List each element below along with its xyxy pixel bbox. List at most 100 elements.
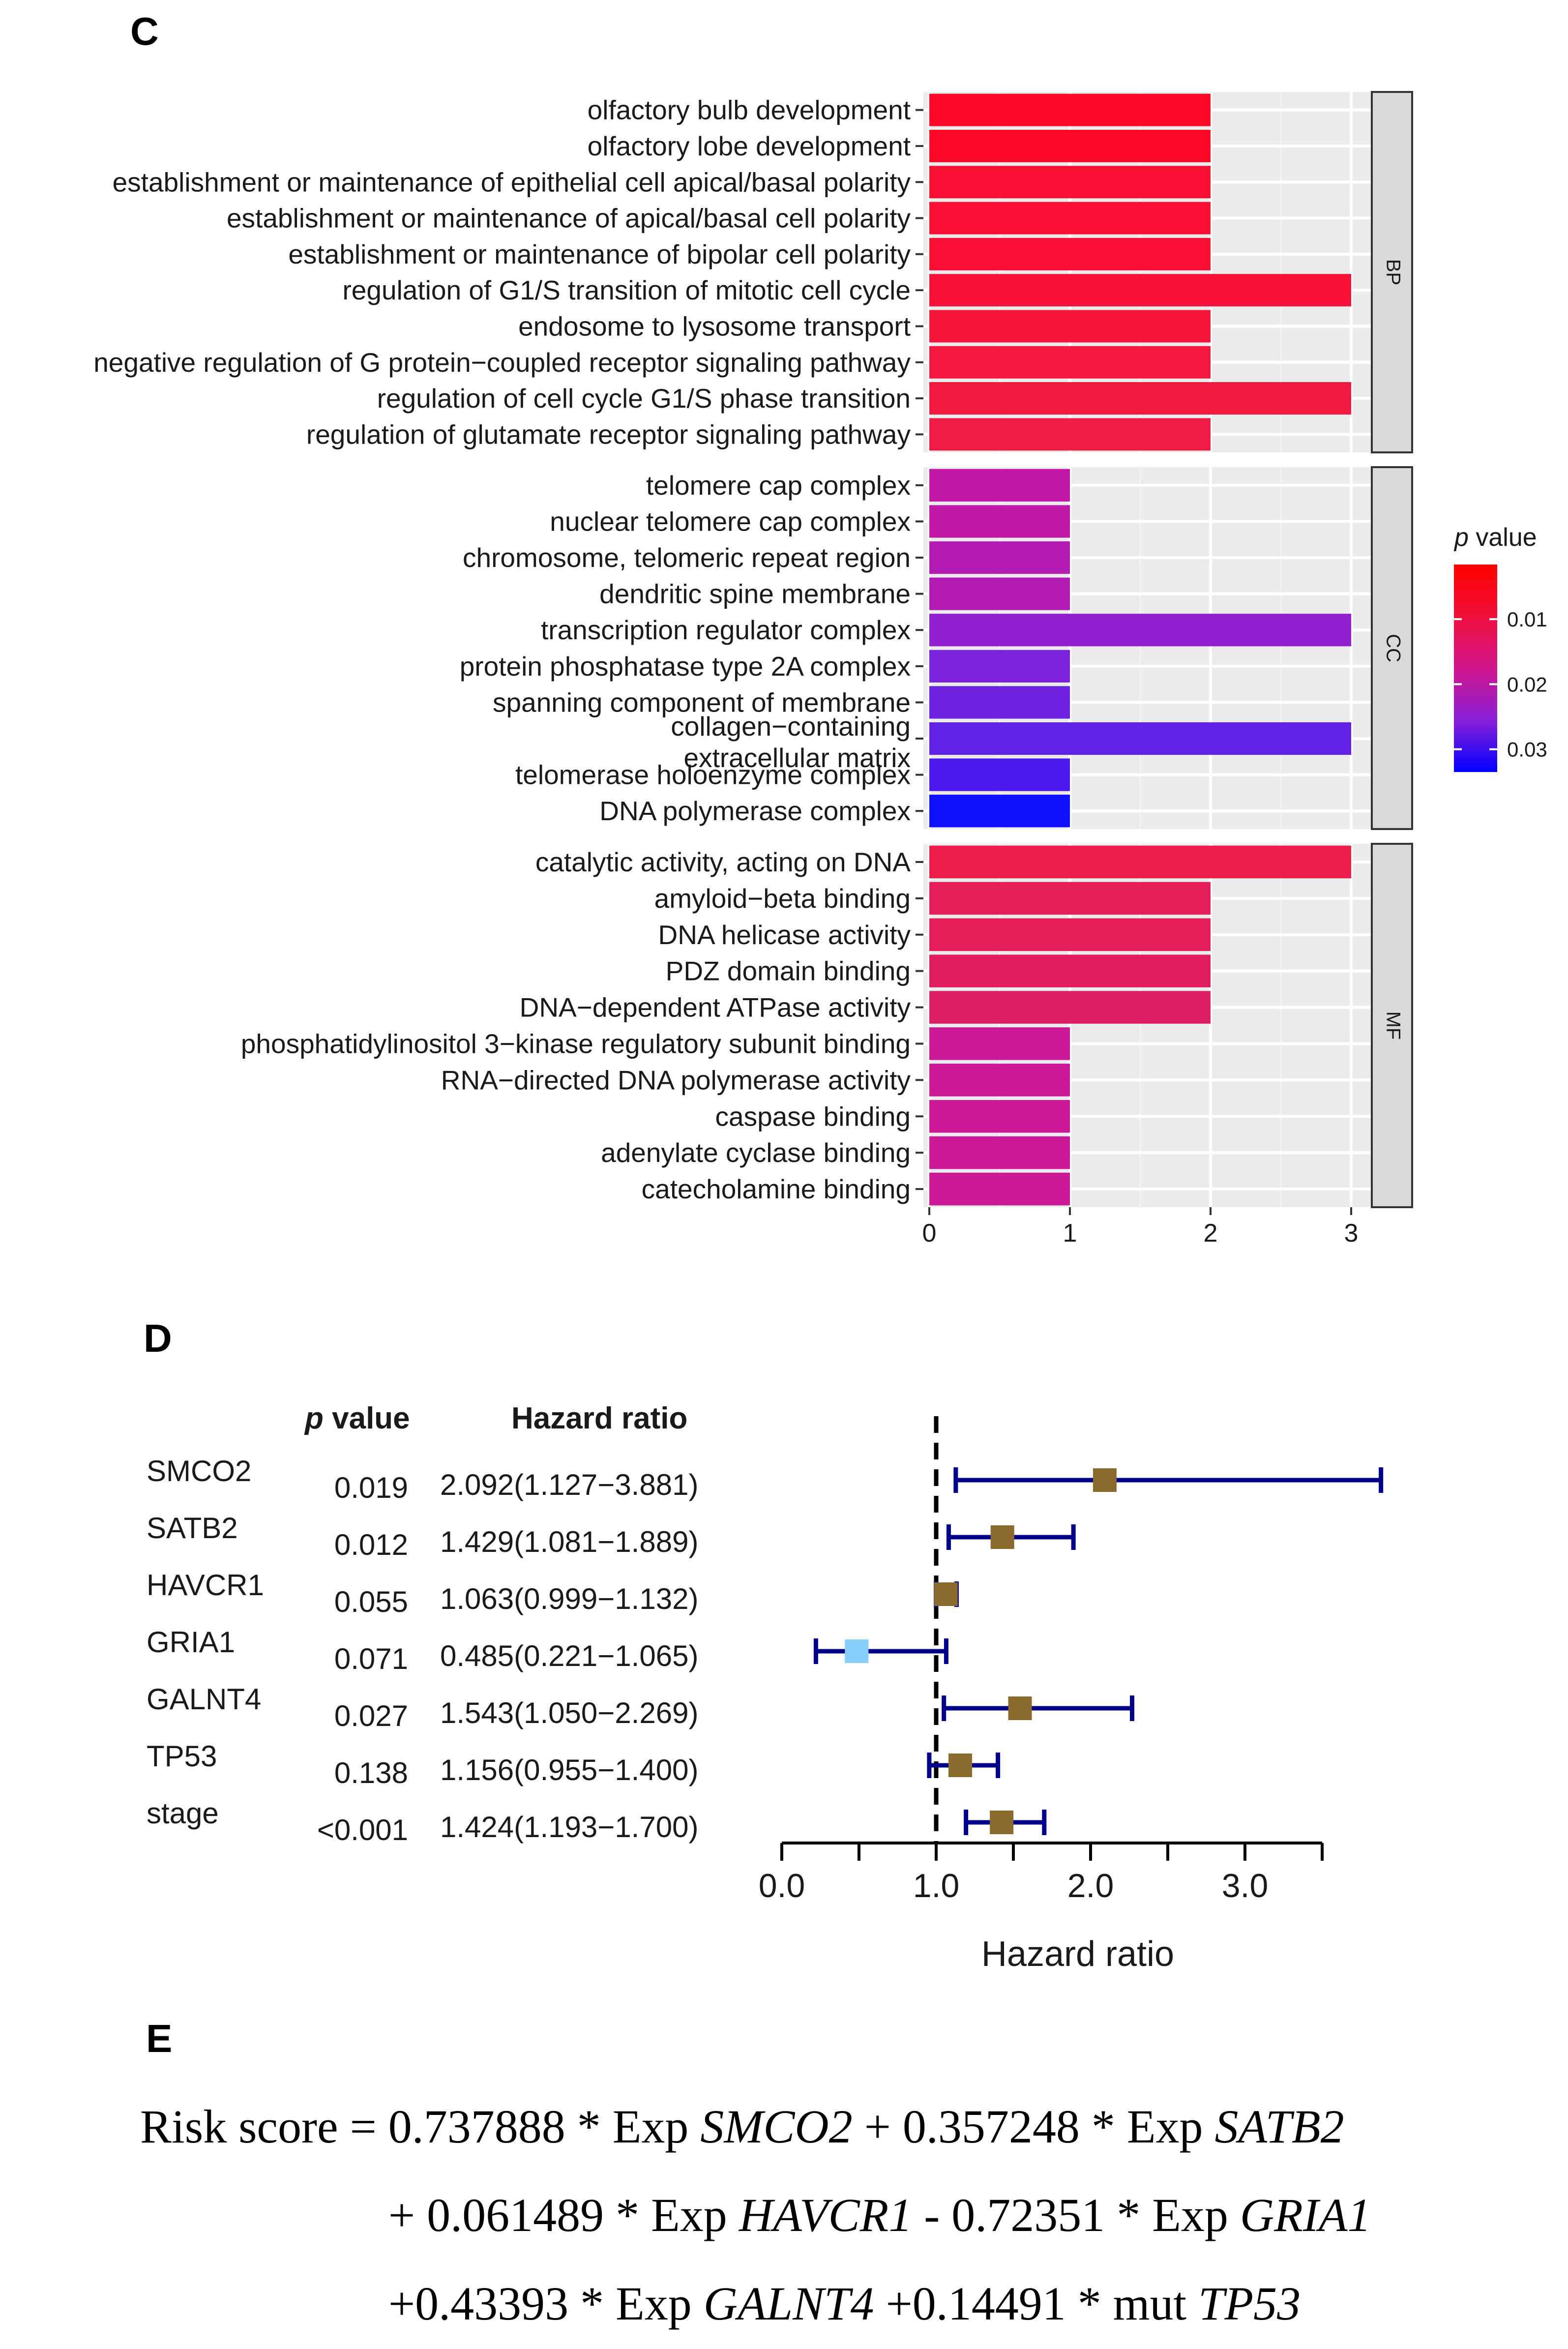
bar (929, 166, 1211, 199)
hazard-ratio-point (1093, 1468, 1117, 1492)
gene-tp53: TP53 (1198, 2277, 1301, 2330)
legend-tick-label: 0.02 (1507, 673, 1547, 696)
term-label: amyloid−beta binding (654, 883, 911, 914)
legend-title-rest: value (1469, 523, 1537, 552)
p-value-cell: 0.071 (334, 1642, 408, 1675)
panel-label-d: D (144, 1316, 172, 1360)
term-label: DNA polymerase complex (599, 796, 911, 826)
panel-label-e: E (146, 2017, 173, 2060)
variable-label: stage (147, 1797, 219, 1830)
term-label: phosphatidylinositol 3−kinase regulatory… (241, 1028, 911, 1059)
bar (929, 382, 1351, 415)
header-p-rest: value (324, 1401, 410, 1435)
x-tick-label: 3 (1344, 1219, 1359, 1248)
x-tick-label: 1 (1063, 1219, 1077, 1248)
formula-lead: Risk score = 0.737888 * Exp (140, 2100, 701, 2153)
term-label-line: collagen−containing (671, 711, 911, 742)
facet-strip (1371, 466, 1413, 830)
variable-label: HAVCR1 (147, 1569, 264, 1602)
bar (929, 1064, 1070, 1097)
term-label: regulation of glutamate receptor signali… (306, 419, 911, 449)
gene-gria1: GRIA1 (1240, 2189, 1371, 2241)
bar (929, 614, 1351, 647)
hazard-ratio-cell: 1.543(1.050−2.269) (440, 1696, 698, 1729)
bar (929, 686, 1070, 719)
bar (929, 505, 1070, 538)
bar (929, 310, 1211, 343)
bar (929, 795, 1070, 828)
header-hazard-ratio: Hazard ratio (511, 1401, 687, 1435)
x-tick-label: 2 (1204, 1219, 1218, 1248)
formula-term-2: + 0.061489 * Exp (388, 2189, 739, 2241)
facet-strip-label: BP (1382, 259, 1404, 285)
bar (929, 650, 1070, 683)
term-label: DNA−dependent ATPase activity (520, 992, 911, 1023)
term-label-line: extracellular matrix (683, 743, 911, 773)
bar (929, 722, 1351, 755)
hazard-ratio-cell: 2.092(1.127−3.881) (440, 1468, 698, 1501)
variable-label: SMCO2 (147, 1455, 251, 1487)
hazard-ratio-point (1008, 1696, 1032, 1720)
p-value-cell: 0.027 (334, 1699, 408, 1732)
term-label: establishment or maintenance of bipolar … (288, 239, 911, 269)
term-label: PDZ domain binding (666, 956, 911, 986)
bar (929, 954, 1211, 987)
term-label: dendritic spine membrane (599, 579, 911, 609)
term-label: DNA helicase activity (658, 920, 911, 950)
p-value-cell: <0.001 (317, 1814, 408, 1846)
hazard-ratio-point (948, 1754, 972, 1777)
variable-label: GRIA1 (147, 1626, 235, 1659)
term-label: spanning component of membrane (493, 687, 911, 717)
facet-cc: telomere cap complex nuclear telomere cap… (460, 466, 1413, 830)
bar (929, 274, 1351, 307)
formula-line-3: +0.43393 * Exp GALNT4 +0.14491 * mut TP5… (140, 2260, 1556, 2348)
variable-label: GALNT4 (147, 1683, 261, 1716)
hazard-ratio-cell: 1.063(0.999−1.132) (440, 1582, 698, 1615)
bar (929, 541, 1070, 574)
formula-term-4: +0.43393 * Exp (388, 2277, 704, 2330)
term-label: RNA−directed DNA polymerase activity (441, 1065, 911, 1095)
term-label: protein phosphatase type 2A complex (460, 651, 911, 682)
bar (929, 577, 1070, 610)
bar (929, 758, 1070, 791)
legend-title: p value (1453, 523, 1537, 552)
gene-satb2: SATB2 (1214, 2100, 1344, 2153)
p-value-cell: 0.055 (334, 1585, 408, 1618)
bar (929, 918, 1211, 951)
legend-colorbar (1454, 565, 1497, 772)
term-label: catecholamine binding (642, 1174, 911, 1204)
bar (929, 1100, 1070, 1133)
term-label: transcription regulator complex (541, 615, 911, 645)
bar (929, 93, 1211, 126)
hazard-ratio-cell: 0.485(0.221−1.065) (440, 1639, 698, 1672)
header-p: p (304, 1401, 324, 1435)
hazard-ratio-point (934, 1582, 958, 1606)
hazard-ratio-point (845, 1639, 869, 1663)
facet-strip-label: MF (1382, 1011, 1404, 1040)
forest-plot: p value Hazard ratio SMCO2 0.019 2.092(1.127… (147, 1401, 1384, 1974)
facet-bp: olfactory bulb development olfactory lobe… (93, 91, 1413, 453)
hazard-ratio-point (990, 1525, 1014, 1549)
hazard-ratio-cell: 1.156(0.955−1.400) (440, 1754, 698, 1786)
hazard-ratio-point (990, 1811, 1014, 1834)
term-label: olfactory lobe development (588, 131, 911, 161)
legend-title-p: p (1453, 523, 1469, 552)
term-label: chromosome, telomeric repeat region (463, 542, 911, 573)
term-label: regulation of cell cycle G1/S phase tran… (377, 383, 911, 414)
pvalue-legend: p value 0.01 0.02 0.03 (1453, 523, 1547, 772)
legend-tick-label: 0.01 (1507, 608, 1547, 631)
bar (929, 129, 1211, 162)
x-tick-label: 1.0 (913, 1867, 960, 1904)
formula-line-2: + 0.061489 * Exp HAVCR1 - 0.72351 * Exp … (140, 2171, 1556, 2260)
term-label: regulation of G1/S transition of mitotic… (342, 275, 911, 305)
p-value-cell: 0.138 (334, 1756, 408, 1789)
x-tick-label: 2.0 (1067, 1867, 1114, 1904)
formula-term-5: +0.14491 * mut (874, 2277, 1199, 2330)
p-value-cell: 0.012 (334, 1528, 408, 1561)
bar (929, 991, 1211, 1024)
legend-tick-label: 0.03 (1507, 738, 1547, 761)
term-label: establishment or maintenance of epitheli… (113, 167, 911, 197)
term-label: establishment or maintenance of apical/b… (227, 203, 911, 234)
risk-score-formula: Risk score = 0.737888 * Exp SMCO2 + 0.35… (140, 2082, 1556, 2348)
term-label: negative regulation of G protein−coupled… (93, 347, 911, 378)
